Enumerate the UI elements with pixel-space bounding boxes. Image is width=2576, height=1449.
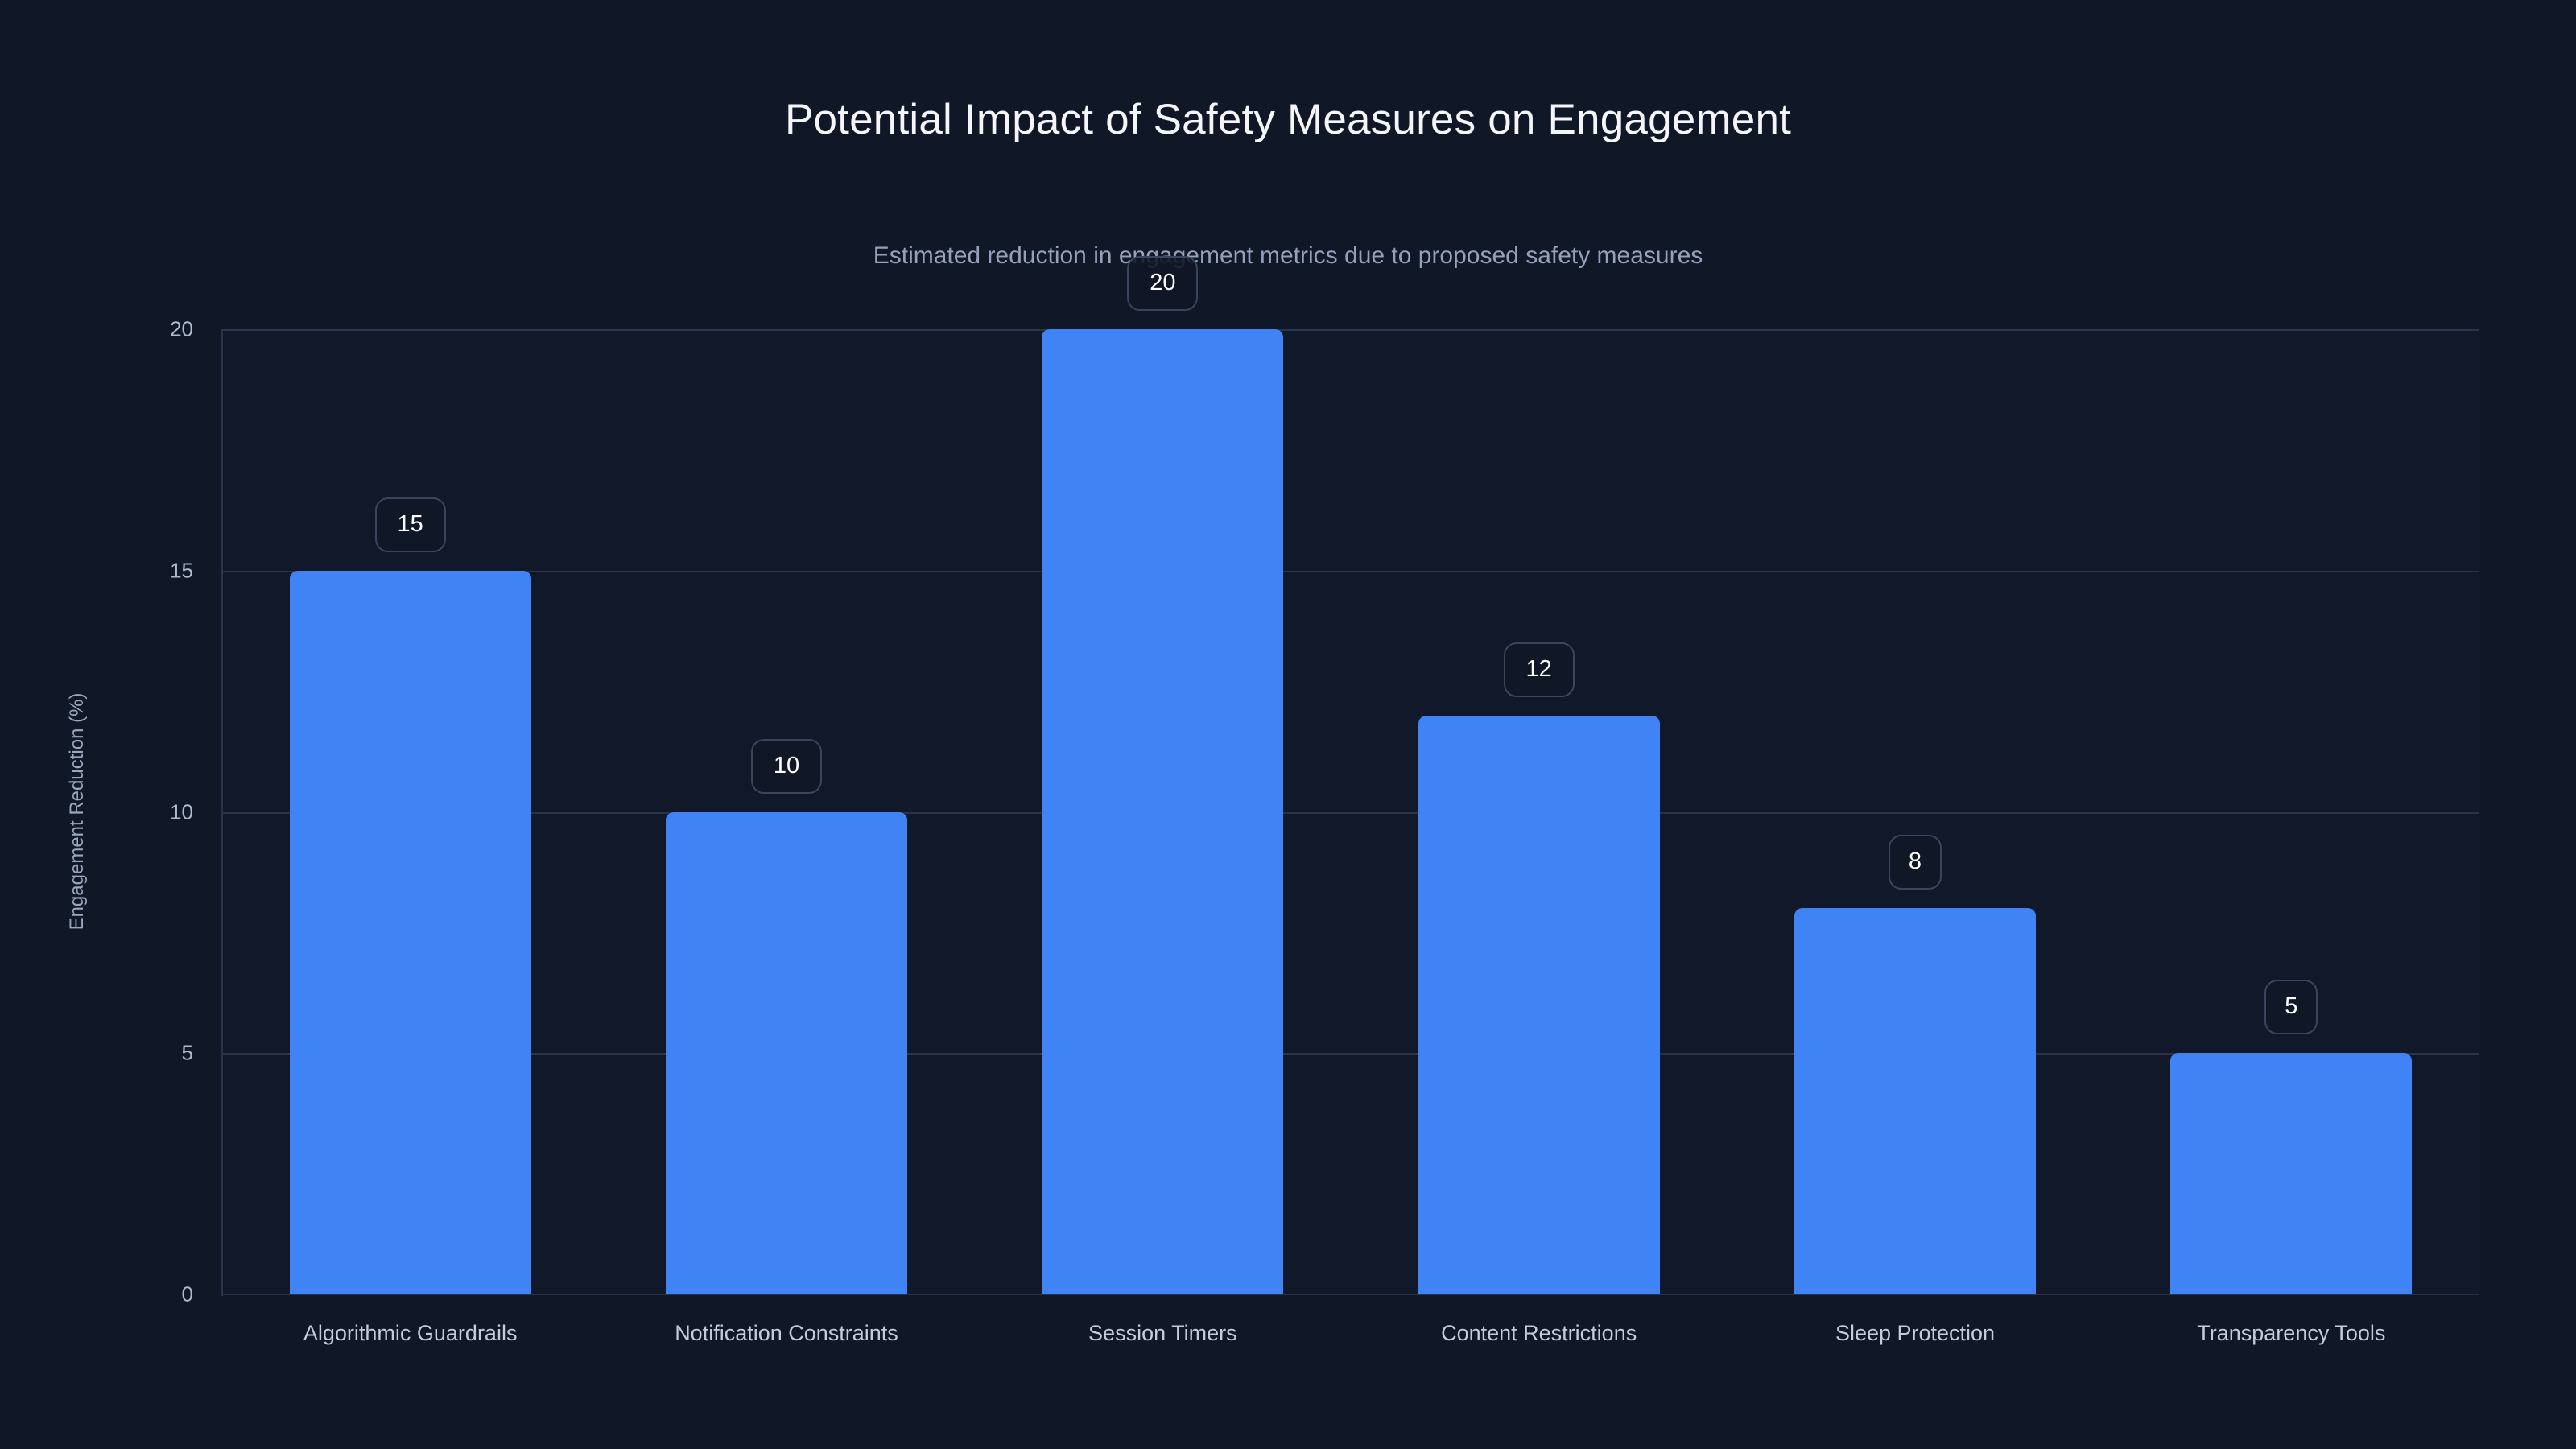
bar-algorithmic-guardrails[interactable] [289, 570, 531, 1294]
y-tick-label-15: 15 [170, 558, 193, 583]
y-tick-label-10: 10 [170, 799, 193, 824]
gridline-5 [222, 1053, 2479, 1055]
x-tick-label-algorithmic-guardrails: Algorithmic Guardrails [303, 1321, 518, 1345]
gridline-10 [222, 811, 2479, 814]
gridline-20 [222, 329, 2479, 331]
chart-subtitle: Estimated reduction in engagement metric… [873, 242, 1703, 269]
y-tick-label-5: 5 [181, 1040, 193, 1065]
value-badge-session-timers: 20 [1127, 256, 1199, 311]
value-badge-sleep-protection: 8 [1889, 835, 1942, 890]
x-tick-label-notification-constraints: Notification Constraints [675, 1321, 898, 1345]
value-badge-algorithmic-guardrails: 15 [374, 497, 446, 552]
bar-content-restrictions[interactable] [1418, 715, 1660, 1294]
x-axis-line [222, 1294, 2479, 1295]
value-badge-content-restrictions: 12 [1503, 642, 1575, 697]
gridline-15 [222, 570, 2479, 572]
x-tick-label-sleep-protection: Sleep Protection [1835, 1321, 1996, 1345]
y-tick-label-0: 0 [181, 1282, 193, 1307]
bar-transparency-tools[interactable] [2170, 1053, 2413, 1294]
x-tick-label-transparency-tools: Transparency Tools [2197, 1321, 2386, 1345]
chart-title: Potential Impact of Safety Measures on E… [784, 96, 1792, 143]
y-axis-line [221, 329, 223, 1296]
x-tick-label-content-restrictions: Content Restrictions [1441, 1321, 1637, 1345]
value-badge-notification-constraints: 10 [751, 738, 822, 794]
y-tick-label-20: 20 [170, 316, 193, 341]
value-badge-transparency-tools: 5 [2264, 980, 2318, 1035]
bar-sleep-protection[interactable] [1794, 908, 2036, 1294]
bar-session-timers[interactable] [1042, 329, 1284, 1294]
plot-area [222, 329, 2479, 1294]
x-tick-label-session-timers: Session Timers [1088, 1321, 1237, 1345]
bar-notification-constraints[interactable] [666, 811, 907, 1294]
y-axis-title: Engagement Reduction (%) [66, 692, 88, 931]
